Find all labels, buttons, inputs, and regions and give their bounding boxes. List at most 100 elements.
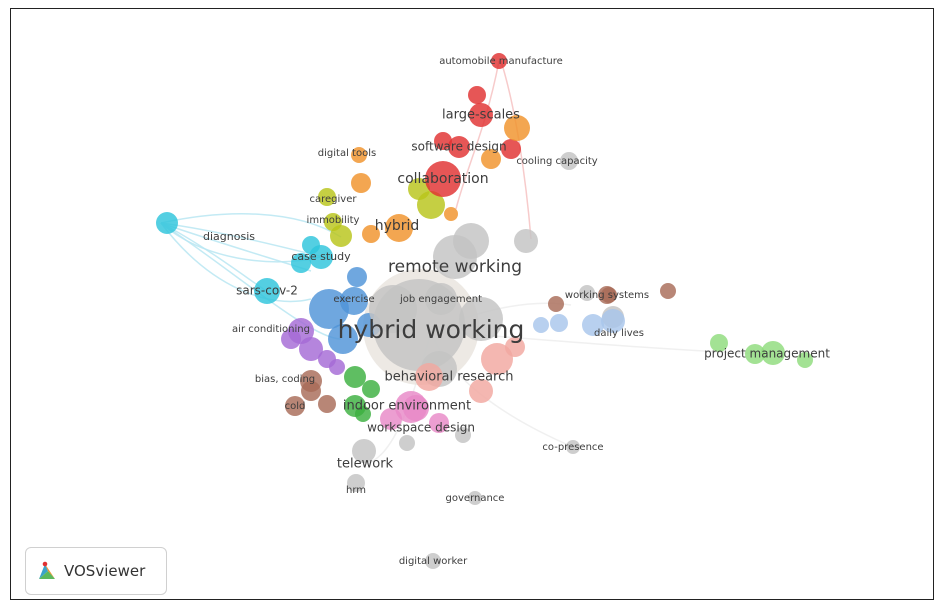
node-label-exercise[interactable]: exercise xyxy=(333,294,374,305)
node-label-software-design[interactable]: software design xyxy=(411,140,506,154)
cluster-bubble xyxy=(660,283,676,299)
node-label-project-management[interactable]: project management xyxy=(704,347,830,361)
cluster-bubble xyxy=(434,132,452,150)
cluster-bubble xyxy=(328,324,358,354)
cluster-bubble xyxy=(579,285,595,301)
cluster-bubble xyxy=(514,229,538,253)
cluster-bubble xyxy=(459,297,503,341)
vosviewer-label: VOSviewer xyxy=(64,562,146,580)
cluster-bubble xyxy=(481,149,501,169)
node-bubble-collaboration[interactable] xyxy=(425,161,461,197)
cluster-bubble xyxy=(533,317,549,333)
node-bubble-hybrid[interactable] xyxy=(385,214,413,242)
cluster-bubble xyxy=(399,435,415,451)
node-label-workspace-design[interactable]: workspace design xyxy=(367,421,475,435)
cluster-bubble xyxy=(362,225,380,243)
node-bubble-digital-worker[interactable] xyxy=(425,553,441,569)
node-bubble-digital-tools[interactable] xyxy=(351,147,367,163)
node-label-telework[interactable]: telework xyxy=(337,457,394,472)
cluster-bubble xyxy=(329,359,345,375)
node-bubble-daily-lives[interactable] xyxy=(601,309,625,333)
node-bubble-immobility[interactable] xyxy=(324,213,342,231)
node-bubble-behavioral-research[interactable] xyxy=(415,363,443,391)
node-label-job-engagement[interactable]: job engagement xyxy=(399,294,482,305)
node-bubble-cold[interactable] xyxy=(285,396,305,416)
network-edge xyxy=(160,222,312,303)
network-labels: automobile manufacture large-scales softwa… xyxy=(203,56,830,567)
node-label-sars-cov-2[interactable]: sars-cov-2 xyxy=(236,284,298,298)
node-label-digital-worker[interactable]: digital worker xyxy=(399,556,468,567)
node-bubble-cooling-capacity[interactable] xyxy=(560,152,578,170)
cluster-bubble xyxy=(351,173,371,193)
node-bubble-automobile-manufacture[interactable] xyxy=(491,53,507,69)
node-bubble-workspace-design[interactable] xyxy=(403,395,429,421)
node-bubble-remote-working[interactable] xyxy=(433,235,477,279)
node-label-immobility[interactable]: immobility xyxy=(307,215,360,226)
node-bubble-project-management[interactable] xyxy=(745,344,765,364)
cluster-bubble xyxy=(309,289,349,329)
node-label-cold[interactable]: cold xyxy=(285,401,306,412)
node-bubble-indoor-environment[interactable] xyxy=(344,395,366,417)
cluster-bubble xyxy=(710,334,728,352)
cluster-bubble xyxy=(344,366,366,388)
cluster-bubble xyxy=(797,352,813,368)
cluster-bubble xyxy=(469,379,493,403)
node-bubble-hybrid-working[interactable] xyxy=(373,279,465,371)
node-bubble-case-study[interactable] xyxy=(309,245,333,269)
cluster-bubble xyxy=(481,343,513,375)
node-label-caregiver[interactable]: caregiver xyxy=(310,194,358,205)
network-edge xyxy=(160,213,342,238)
cluster-bubble xyxy=(761,341,785,365)
node-label-hybrid[interactable]: hybrid xyxy=(375,218,420,234)
node-label-bias-coding[interactable]: bias, coding xyxy=(255,374,315,385)
node-label-hrm[interactable]: hrm xyxy=(346,485,366,496)
cluster-bubble xyxy=(429,413,449,433)
node-label-collaboration[interactable]: collaboration xyxy=(397,171,488,187)
node-bubble-co-presence[interactable] xyxy=(566,440,580,454)
node-bubble-air-conditioning[interactable] xyxy=(288,318,314,344)
node-label-co-presence[interactable]: co-presence xyxy=(542,442,603,453)
node-label-indoor-environment[interactable]: indoor environment xyxy=(343,399,471,414)
network-edge xyxy=(455,60,500,210)
bibliometric-network-map[interactable]: automobile manufacture large-scales softwa… xyxy=(11,9,934,600)
node-bubble-bias-coding[interactable] xyxy=(300,370,322,392)
node-bubble-large-scales[interactable] xyxy=(469,103,493,127)
node-label-governance[interactable]: governance xyxy=(446,493,505,504)
cluster-bubble xyxy=(455,427,471,443)
cluster-bubble xyxy=(548,296,564,312)
cluster-bubble xyxy=(501,139,521,159)
cluster-bubble xyxy=(291,253,311,273)
node-bubble-diagnosis[interactable] xyxy=(156,212,178,234)
node-label-digital-tools[interactable]: digital tools xyxy=(318,148,376,159)
vosviewer-badge: VOSviewer xyxy=(25,547,167,595)
network-canvas[interactable]: automobile manufacture large-scales softwa… xyxy=(10,8,934,600)
node-label-automobile-manufacture[interactable]: automobile manufacture xyxy=(439,56,563,67)
cluster-bubble xyxy=(468,86,486,104)
node-label-case-study[interactable]: case study xyxy=(291,250,351,263)
cluster-bubble xyxy=(362,380,380,398)
node-label-cooling-capacity[interactable]: cooling capacity xyxy=(516,156,597,167)
cluster-bubble xyxy=(347,267,367,287)
node-label-remote-working[interactable]: remote working xyxy=(388,257,522,277)
node-bubble-exercise[interactable] xyxy=(340,287,368,315)
cluster-bubble xyxy=(504,115,530,141)
node-label-working-systems[interactable]: working systems xyxy=(565,290,649,301)
cluster-bubble xyxy=(582,314,604,336)
node-bubble-hrm[interactable] xyxy=(347,474,365,492)
node-bubble-governance[interactable] xyxy=(468,491,482,505)
cluster-bubble xyxy=(408,178,430,200)
network-bubbles xyxy=(156,53,813,569)
node-bubble-telework[interactable] xyxy=(352,439,376,463)
node-label-diagnosis[interactable]: diagnosis xyxy=(203,230,255,243)
node-label-hybrid-working[interactable]: hybrid working xyxy=(338,315,525,344)
node-bubble-caregiver[interactable] xyxy=(318,188,336,206)
node-label-daily-lives[interactable]: daily lives xyxy=(594,328,644,339)
cluster-bubble xyxy=(380,408,402,430)
node-label-behavioral-research[interactable]: behavioral research xyxy=(384,370,513,385)
node-label-air-conditioning[interactable]: air conditioning xyxy=(232,324,310,335)
node-label-large-scales[interactable]: large-scales xyxy=(442,108,520,123)
node-bubble-working-systems[interactable] xyxy=(598,286,616,304)
node-bubble-software-design[interactable] xyxy=(448,136,470,158)
node-bubble-sars-cov-2[interactable] xyxy=(254,278,280,304)
vosviewer-logo-icon xyxy=(39,561,55,579)
